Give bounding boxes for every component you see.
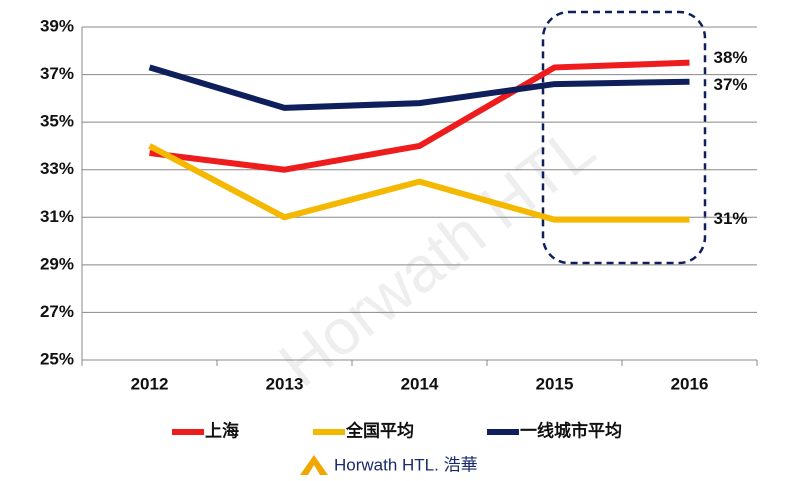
data-label: 31% <box>714 209 748 228</box>
y-tick-label: 37% <box>40 64 74 83</box>
watermark: Horwath HTL <box>266 112 607 401</box>
y-tick-label: 27% <box>40 302 74 321</box>
series-line <box>148 64 690 111</box>
logo-icon <box>300 455 328 475</box>
legend-label: 上海 <box>205 420 239 440</box>
y-tick-label: 35% <box>40 112 74 131</box>
legend-label: 全国平均 <box>345 420 414 440</box>
y-tick-label: 29% <box>40 254 74 273</box>
highlight-box <box>541 10 707 265</box>
y-tick-label: 33% <box>40 159 74 178</box>
x-tick-label: 2013 <box>266 374 304 393</box>
footer-logo: Horwath HTL. 浩華 <box>334 455 478 474</box>
series-line <box>149 59 690 173</box>
series-line <box>148 143 690 223</box>
x-tick-label: 2012 <box>131 374 169 393</box>
y-tick-label: 25% <box>40 349 74 368</box>
data-label: 37% <box>714 75 748 94</box>
data-label: 38% <box>714 48 748 67</box>
x-tick-label: 2016 <box>671 374 709 393</box>
y-tick-label: 39% <box>40 16 74 35</box>
y-tick-label: 31% <box>40 207 74 226</box>
x-tick-label: 2015 <box>536 374 574 393</box>
x-tick-label: 2014 <box>401 374 439 393</box>
legend-label: 一线城市平均 <box>520 420 622 440</box>
